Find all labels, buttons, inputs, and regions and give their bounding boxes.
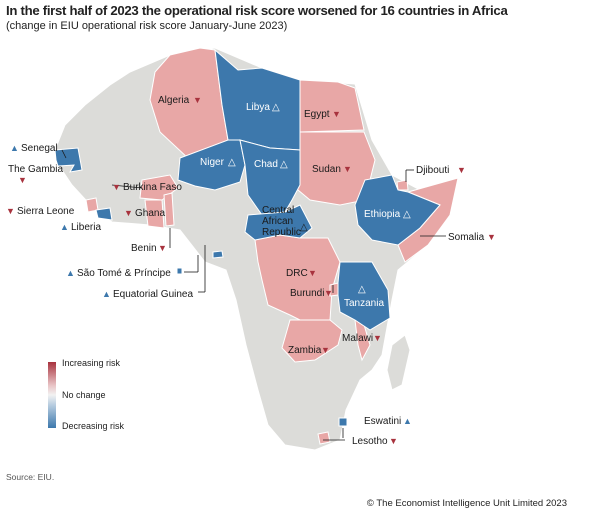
up-arrow-icon: ▲ <box>66 268 75 278</box>
legend-color-scale <box>48 362 56 428</box>
label-benin: Benin <box>131 243 157 254</box>
country-eswatini[interactable] <box>338 417 348 427</box>
down-arrow-icon: ▼ <box>6 206 15 216</box>
label-zambia: Zambia <box>288 345 322 356</box>
up-arrow-icon: △ <box>403 209 411 220</box>
leader-lines <box>61 149 446 441</box>
madagascar <box>386 334 411 391</box>
up-arrow-icon: ▲ <box>10 143 19 153</box>
down-arrow-icon: ▼ <box>343 164 352 174</box>
country-benin[interactable] <box>163 192 175 227</box>
label-libya: Libya <box>246 102 270 113</box>
label-sierra-leone: Sierra Leone <box>17 206 75 217</box>
down-arrow-icon: ▼ <box>389 436 398 446</box>
down-arrow-icon: ▼ <box>487 232 496 242</box>
legend-no-change: No change <box>62 390 106 400</box>
country-car[interactable] <box>244 204 313 241</box>
label-equatorial-guinea: Equatorial Guinea <box>113 289 193 300</box>
source-note: Source: EIU. <box>6 472 55 482</box>
label-tanzania: Tanzania <box>344 298 384 309</box>
label-sao-tome: São Tomé & Príncipe <box>77 268 171 279</box>
label-djibouti: Djibouti <box>416 165 449 176</box>
down-arrow-icon: ▼ <box>18 175 27 185</box>
down-arrow-icon: ▼ <box>457 165 466 175</box>
down-arrow-icon: ▼ <box>112 182 121 192</box>
country-libya[interactable] <box>214 48 301 151</box>
country-labels: Algeria ▼ Libya △ Egypt ▼ Niger △ Chad △… <box>6 95 496 447</box>
country-tanzania[interactable] <box>337 261 391 331</box>
up-arrow-icon: △ <box>228 157 236 168</box>
down-arrow-icon: ▼ <box>373 333 382 343</box>
label-drc: DRC <box>286 268 308 279</box>
map-title: In the first half of 2023 the operationa… <box>6 3 508 18</box>
country-ghana[interactable] <box>144 199 165 229</box>
country-niger[interactable] <box>177 139 246 191</box>
up-arrow-icon: △ <box>358 284 366 295</box>
label-sudan: Sudan <box>312 164 341 175</box>
country-chad[interactable] <box>239 139 301 216</box>
label-the-gambia: The Gambia <box>8 164 63 175</box>
legend-increasing: Increasing risk <box>62 358 121 368</box>
country-djibouti[interactable] <box>396 179 409 191</box>
label-lesotho: Lesotho <box>352 436 388 447</box>
country-sao-tome[interactable] <box>176 267 183 275</box>
up-arrow-icon: △ <box>280 159 288 170</box>
country-liberia[interactable] <box>95 207 113 221</box>
label-car-line3: Republic <box>262 227 301 238</box>
label-ethiopia: Ethiopia <box>364 209 401 220</box>
down-arrow-icon: ▼ <box>321 345 330 355</box>
label-eswatini: Eswatini <box>364 416 401 427</box>
label-car-line2: African <box>262 216 293 227</box>
label-chad: Chad <box>254 159 278 170</box>
label-burundi: Burundi <box>290 288 324 299</box>
down-arrow-icon: ▼ <box>332 109 341 119</box>
country-lesotho[interactable] <box>317 431 331 445</box>
label-burkina-faso: Burkina Faso <box>123 182 182 193</box>
label-ghana: Ghana <box>135 208 165 219</box>
country-egypt[interactable] <box>299 79 365 133</box>
up-arrow-icon: △ <box>300 222 308 233</box>
down-arrow-icon: ▼ <box>308 268 317 278</box>
down-arrow-icon: ▼ <box>158 243 167 253</box>
label-liberia: Liberia <box>71 222 101 233</box>
up-arrow-icon: ▲ <box>403 416 412 426</box>
country-ethiopia[interactable] <box>354 174 441 246</box>
map-subtitle: (change in EIU operational risk score Ja… <box>6 20 288 32</box>
down-arrow-icon: ▼ <box>324 288 333 298</box>
down-arrow-icon: ▼ <box>193 95 202 105</box>
up-arrow-icon: ▲ <box>102 289 111 299</box>
label-niger: Niger <box>200 157 225 168</box>
up-arrow-icon: △ <box>272 102 280 113</box>
legend-decreasing: Decreasing risk <box>62 421 125 431</box>
label-car-line1: Central <box>262 205 294 216</box>
label-egypt: Egypt <box>304 109 330 120</box>
label-senegal: Senegal <box>21 143 58 154</box>
country-senegal[interactable] <box>54 147 83 173</box>
copyright-note: © The Economist Intelligence Unit Limite… <box>366 498 567 509</box>
label-somalia: Somalia <box>448 232 485 243</box>
country-zambia[interactable] <box>281 319 343 363</box>
up-arrow-icon: ▲ <box>60 222 69 232</box>
label-algeria: Algeria <box>158 95 190 106</box>
label-malawi: Malawi <box>342 333 373 344</box>
country-equatorial-guinea[interactable] <box>212 250 224 259</box>
down-arrow-icon: ▼ <box>124 208 133 218</box>
